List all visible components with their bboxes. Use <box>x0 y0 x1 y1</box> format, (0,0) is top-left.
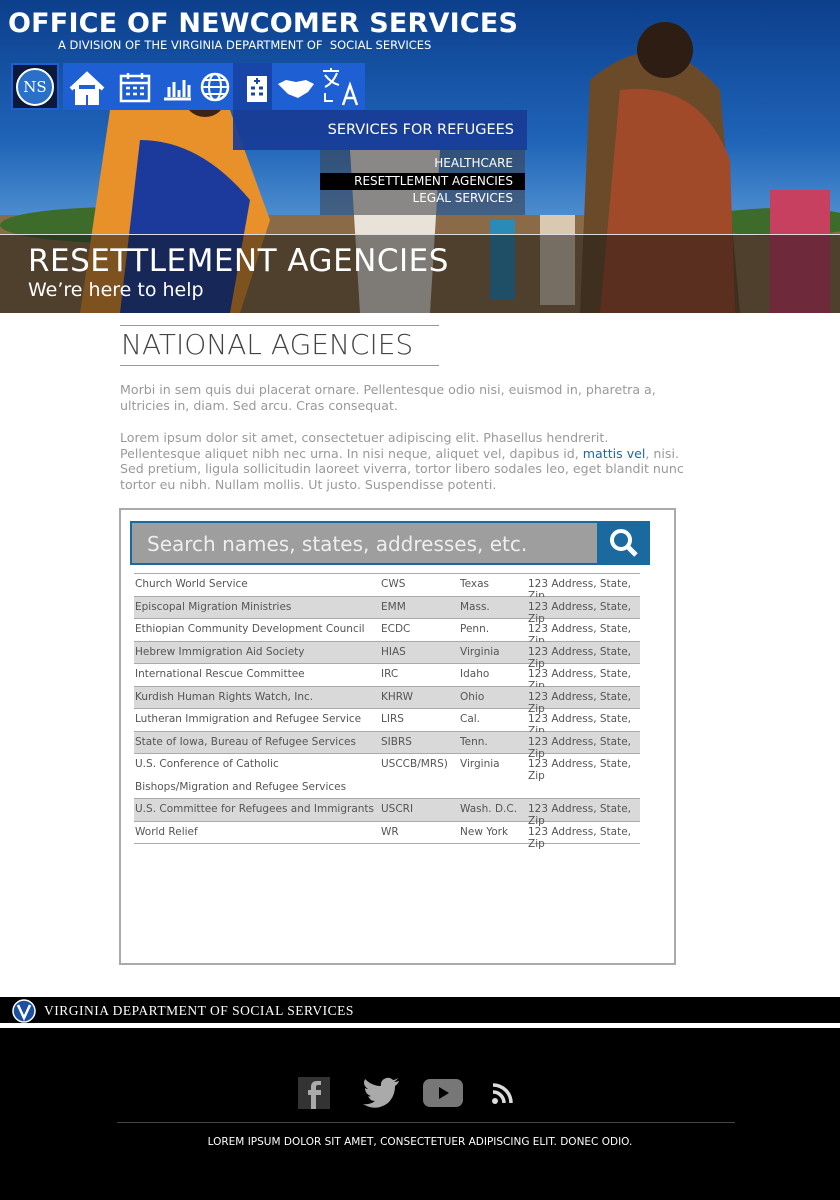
table-row: Church World Service CWS Texas 123 Address,… <box>134 574 640 602</box>
site-subtitle: A DIVISION OF THE VIRGINIA DEPARTMENT OF… <box>58 38 432 52</box>
table-cell: Hebrew Immigration Aid Society <box>135 645 305 658</box>
table-cell: State of Iowa, Bureau of Refugee Service… <box>135 735 356 748</box>
table-row: State of Iowa, Bureau of Refugee Service… <box>134 731 640 760</box>
search-input[interactable]: Search names, states, addresses, etc. <box>130 521 598 565</box>
hero-title: RESETTLEMENT AGENCIES <box>28 243 449 279</box>
section-heading: NATIONAL AGENCIES <box>120 325 439 366</box>
icon <box>119 72 151 102</box>
table-cell: New York <box>460 825 509 838</box>
table-row: U.S. Committee for Refugees and Immigran… <box>134 799 640 827</box>
logo-text: NS <box>16 67 54 106</box>
rss-icon[interactable] <box>491 1083 513 1105</box>
table-cell: 123 Address, State, Zip <box>528 803 632 827</box>
table-cell: Kurdish Human Rights Watch, Inc. <box>135 690 314 703</box>
paragraph: Lorem ipsum dolor sit amet, consectetuer… <box>120 430 685 492</box>
table-cell: U.S. Committee for Refugees and Immigran… <box>135 803 375 815</box>
table-cell: 123 Address, State, Zip <box>528 825 632 850</box>
table-row: Kurdish Human Rights Watch, Inc. KHRW Ohio… <box>134 686 640 715</box>
table-cell: KHRW <box>381 690 414 703</box>
submenu-item[interactable]: LEGAL SERVICES <box>412 191 513 205</box>
youtube-icon[interactable] <box>423 1079 463 1107</box>
icon <box>323 67 359 105</box>
table-cell: ECDC <box>381 623 411 635</box>
table-cell: 123 Address, State, Zip <box>528 645 632 670</box>
footer-divider <box>117 1122 735 1123</box>
search-button[interactable] <box>597 521 650 565</box>
table-cell: Texas <box>460 578 490 590</box>
table-cell: Wash. D.C. <box>460 803 518 815</box>
footer-rule <box>0 1023 840 1028</box>
text: , nisi. Sed pretium, ligula sollicitudin… <box>120 445 684 492</box>
table-row: World Relief WR New York 123 Address, State… <box>134 822 640 850</box>
table-cell: Penn. <box>460 623 490 635</box>
table-cell: USCCB/MRS) <box>381 758 448 770</box>
table-cell: Virginia <box>460 758 500 770</box>
paragraph: Morbi in sem quis dui placerat ornare. P… <box>120 382 656 413</box>
table-cell: Idaho <box>460 668 490 680</box>
table-cell: Episcopal Migration Ministries <box>135 600 292 613</box>
table-cell: World Relief <box>135 825 198 838</box>
search-icon <box>609 529 638 557</box>
table-row: Ethiopian Community Development Council E… <box>134 619 640 647</box>
table-row: Lutheran Immigration and Refugee Service… <box>134 709 640 737</box>
table-row: Episcopal Migration Ministries EMM Mass. 12… <box>134 596 640 625</box>
twitter-icon[interactable] <box>362 1077 400 1109</box>
translate-icon[interactable] <box>317 63 365 110</box>
table-cell: EMM <box>381 600 406 613</box>
table-cell: International Rescue Committee <box>135 668 305 680</box>
table-cell: Church World Service <box>135 578 248 590</box>
table-cell: SIBRS <box>381 735 412 748</box>
handshake-icon[interactable] <box>272 63 320 110</box>
site-title: OFFICE OF NEWCOMER SERVICES <box>8 8 519 39</box>
table-cell: USCRI <box>381 803 414 815</box>
table-cell: Cal. <box>460 713 481 725</box>
menu-title[interactable]: SERVICES FOR REFUGEES <box>233 110 527 150</box>
icon <box>247 75 267 102</box>
table-cell: 123 Address, State, Zip <box>528 600 632 625</box>
hero-overlay <box>0 234 840 313</box>
submenu-item[interactable]: HEALTHCARE <box>434 156 513 170</box>
icon <box>200 72 230 101</box>
table-cell: CWS <box>381 578 406 590</box>
table-row: International Rescue Committee IRC Idaho 12… <box>134 664 640 692</box>
table-cell: LIRS <box>381 713 404 725</box>
hero-banner: OFFICE OF NEWCOMER SERVICES A DIVISION O… <box>0 0 840 313</box>
submenu: HEALTHCARE RESETTLEMENT AGENCIES LEGAL S… <box>320 150 525 215</box>
link[interactable]: mattis vel <box>582 445 646 461</box>
table-cell: U.S. Conference of Catholic Bishops/Migr… <box>135 758 347 793</box>
table-cell: 123 Address, State, Zip <box>528 690 632 715</box>
table-cell: HIAS <box>381 645 406 658</box>
submenu-item-active[interactable]: RESETTLEMENT AGENCIES <box>320 173 525 190</box>
logo[interactable]: NS <box>11 63 59 110</box>
calendar-icon[interactable] <box>111 63 159 110</box>
table-cell: 123 Address, State, Zip <box>528 758 632 782</box>
footer-agency: VIRGINIA DEPARTMENT OF SOCIAL SERVICES <box>44 1003 354 1018</box>
footer-text: LOREM IPSUM DOLOR SIT AMET, CONSECTETUER… <box>207 1136 633 1148</box>
table-cell: 123 Address, State, Zip <box>528 735 632 760</box>
footer: VIRGINIA DEPARTMENT OF SOCIAL SERVICES L… <box>0 997 840 1200</box>
table-cell: Virginia <box>460 645 500 658</box>
table-cell: Tenn. <box>460 735 488 748</box>
search-panel <box>119 508 676 965</box>
icon <box>69 70 105 105</box>
table-cell: WR <box>381 825 399 838</box>
table-cell: Ethiopian Community Development Council <box>135 623 365 635</box>
home-icon[interactable] <box>63 63 111 110</box>
table-cell: IRC <box>381 668 399 680</box>
globe-icon[interactable] <box>191 63 239 110</box>
table-cell: Mass. <box>460 600 490 613</box>
icon <box>278 79 314 98</box>
table-cell: Lutheran Immigration and Refugee Service <box>135 713 362 725</box>
vdss-logo <box>12 999 36 1023</box>
table-row: U.S. Conference of Catholic Bishops/Migr… <box>134 754 640 799</box>
facebook-icon[interactable] <box>298 1077 330 1109</box>
table-cell: Ohio <box>460 690 485 703</box>
hero-subtitle: We’re here to help <box>28 279 204 301</box>
text: Lorem ipsum dolor sit amet, consectetuer… <box>120 430 609 461</box>
icon <box>164 79 192 100</box>
table-row: Hebrew Immigration Aid Society HIAS Virgin… <box>134 641 640 670</box>
agency-table: Church World Service CWS Texas 123 Address,… <box>134 573 640 850</box>
